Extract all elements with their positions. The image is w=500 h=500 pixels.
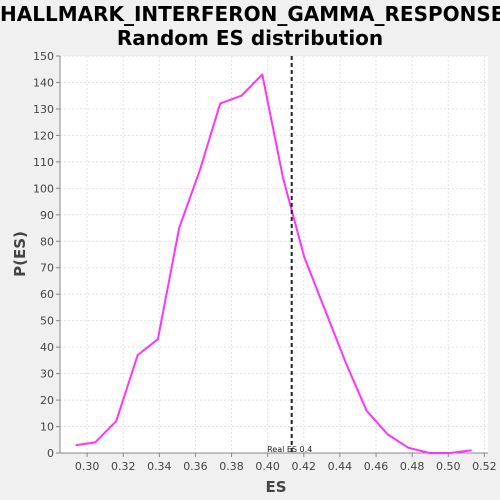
data-point: [386, 433, 389, 436]
x-tick-label: 0.46: [364, 460, 389, 473]
y-tick-label: 120: [33, 129, 54, 142]
series-layer: [75, 73, 472, 454]
y-tick-label: 130: [33, 103, 54, 116]
y-tick-label: 80: [40, 235, 54, 248]
y-axis-label: P(ES): [11, 231, 29, 277]
y-tick-label: 150: [33, 50, 54, 63]
x-tick-label: 0.40: [255, 460, 280, 473]
x-tick-label: 0.38: [219, 460, 244, 473]
grid-lines: [60, 55, 488, 454]
axes: 0 10 20 30 40 50 60 70 80 90 100 110 120 130 140 150 0.3…: [33, 50, 497, 473]
data-point: [199, 169, 201, 171]
chart-title-line2: Random ES distribution: [116, 26, 384, 50]
data-point: [94, 441, 97, 444]
y-tick-label: 10: [40, 421, 54, 434]
x-tick-label: 0.32: [111, 460, 136, 473]
data-point: [75, 444, 78, 446]
data-point: [219, 102, 221, 105]
data-point: [115, 420, 117, 423]
y-tick-label: 60: [40, 288, 54, 301]
y-tick-label: 110: [33, 156, 54, 169]
data-point: [303, 256, 306, 258]
x-tick-label: 0.52: [472, 460, 497, 473]
x-axis-label: ES: [265, 478, 286, 496]
data-point: [157, 338, 159, 340]
x-tick-label: 0.48: [400, 460, 425, 473]
data-point: [345, 362, 347, 364]
x-tick-label: 0.30: [75, 460, 100, 473]
y-tick-label: 30: [40, 368, 54, 381]
y-tick-label: 40: [40, 341, 54, 354]
chart-title: HALLMARK_INTERFERON_GAMMA_RESPONSE: Rand…: [0, 2, 500, 50]
data-point: [470, 449, 472, 452]
y-tick-label: 100: [33, 182, 54, 195]
x-tick-label: 0.42: [292, 460, 317, 473]
x-tick-label: 0.44: [328, 460, 353, 473]
x-tick-label: 0.36: [183, 460, 208, 473]
x-tick-label: 0.34: [147, 460, 172, 473]
x-tick-label: 0.50: [436, 460, 461, 473]
real-es-label: Real ES 0.4: [267, 445, 312, 454]
data-point: [261, 73, 264, 76]
data-point: [428, 452, 431, 454]
data-point: [136, 354, 139, 356]
y-tick-label: 50: [40, 315, 54, 328]
data-point: [365, 409, 368, 412]
plot-area: [60, 56, 488, 453]
data-point: [449, 452, 451, 454]
data-point: [178, 227, 180, 229]
y-tick-label: 70: [40, 262, 54, 275]
chart-title-line1: HALLMARK_INTERFERON_GAMMA_RESPONSE:: [0, 2, 500, 26]
series-line: [76, 73, 472, 454]
data-point: [407, 446, 409, 449]
data-point: [324, 309, 326, 311]
y-tick-label: 20: [40, 394, 54, 407]
y-tick-label: 140: [33, 76, 54, 89]
data-point: [240, 94, 243, 97]
y-tick-label: 90: [40, 209, 54, 222]
real-es-marker: Real ES 0.4: [267, 56, 312, 454]
y-tick-label: 0: [47, 447, 54, 460]
data-point: [282, 176, 284, 179]
